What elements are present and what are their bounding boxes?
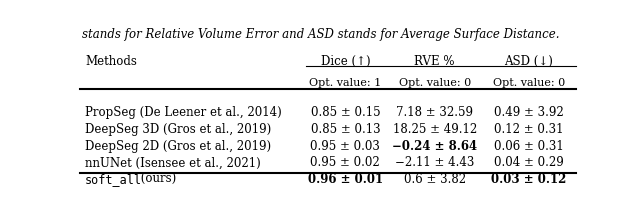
Text: Opt. value: 0: Opt. value: 0 [399, 78, 471, 88]
Text: 0.12 ± 0.31: 0.12 ± 0.31 [494, 123, 564, 136]
Text: stands for Relative Volume Error and ASD stands for Average Surface Distance.: stands for Relative Volume Error and ASD… [83, 28, 560, 41]
Text: 0.85 ± 0.15: 0.85 ± 0.15 [310, 106, 380, 119]
Text: DeepSeg 2D (Gros et al., 2019): DeepSeg 2D (Gros et al., 2019) [85, 140, 271, 153]
Text: 0.85 ± 0.13: 0.85 ± 0.13 [310, 123, 380, 136]
Text: 0.6 ± 3.82: 0.6 ± 3.82 [404, 173, 466, 186]
Text: 0.95 ± 0.03: 0.95 ± 0.03 [310, 140, 380, 153]
Text: 0.03 ± 0.12: 0.03 ± 0.12 [491, 173, 566, 186]
Text: 0.04 ± 0.29: 0.04 ± 0.29 [494, 156, 564, 169]
Text: 7.18 ± 32.59: 7.18 ± 32.59 [396, 106, 473, 119]
Text: 0.95 ± 0.02: 0.95 ± 0.02 [310, 156, 380, 169]
Text: Opt. value: 1: Opt. value: 1 [309, 78, 381, 88]
Text: Methods: Methods [85, 55, 137, 68]
Text: 0.49 ± 3.92: 0.49 ± 3.92 [494, 106, 564, 119]
Text: −0.24 ± 8.64: −0.24 ± 8.64 [392, 140, 477, 153]
Text: soft_all: soft_all [85, 173, 142, 186]
Text: 18.25 ± 49.12: 18.25 ± 49.12 [392, 123, 477, 136]
Text: Dice (↑): Dice (↑) [321, 55, 370, 68]
Text: Opt. value: 0: Opt. value: 0 [493, 78, 565, 88]
Text: (ours): (ours) [137, 173, 176, 186]
Text: DeepSeg 3D (Gros et al., 2019): DeepSeg 3D (Gros et al., 2019) [85, 123, 271, 136]
Text: nnUNet (Isensee et al., 2021): nnUNet (Isensee et al., 2021) [85, 156, 260, 169]
Text: 0.06 ± 0.31: 0.06 ± 0.31 [494, 140, 564, 153]
Text: PropSeg (De Leener et al., 2014): PropSeg (De Leener et al., 2014) [85, 106, 282, 119]
Text: RVE %: RVE % [414, 55, 455, 68]
Text: 0.96 ± 0.01: 0.96 ± 0.01 [308, 173, 383, 186]
Text: ASD (↓): ASD (↓) [504, 55, 554, 68]
Text: −2.11 ± 4.43: −2.11 ± 4.43 [395, 156, 474, 169]
